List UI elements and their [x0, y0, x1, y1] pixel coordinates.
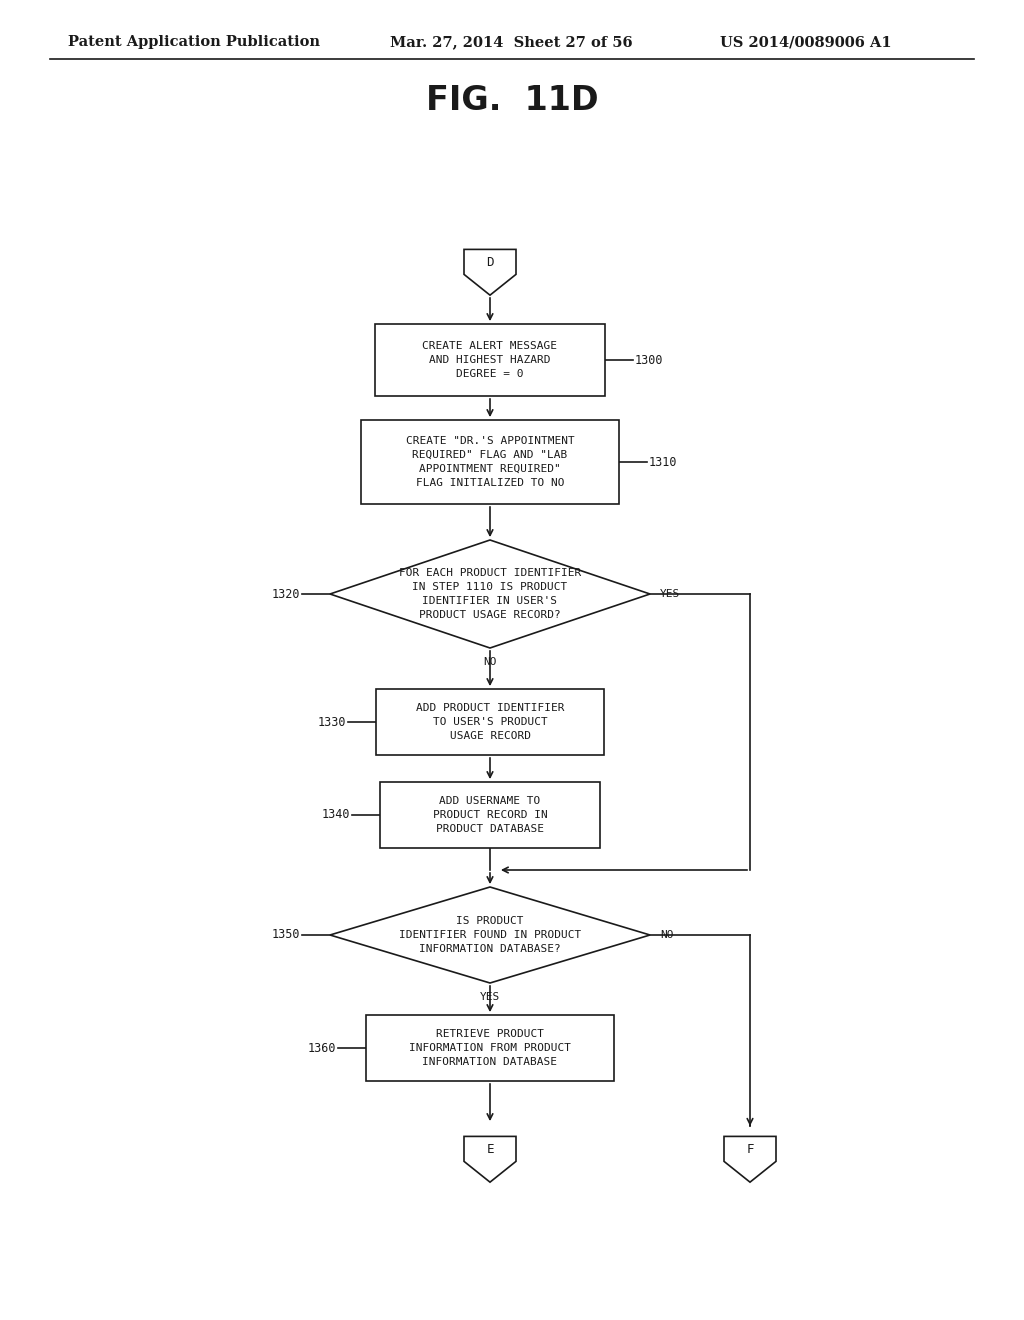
Text: ADD PRODUCT IDENTIFIER
TO USER'S PRODUCT
USAGE RECORD: ADD PRODUCT IDENTIFIER TO USER'S PRODUCT…	[416, 704, 564, 741]
Polygon shape	[464, 1137, 516, 1183]
Text: ADD USERNAME TO
PRODUCT RECORD IN
PRODUCT DATABASE: ADD USERNAME TO PRODUCT RECORD IN PRODUC…	[432, 796, 548, 834]
Text: 1360: 1360	[307, 1041, 336, 1055]
Text: US 2014/0089006 A1: US 2014/0089006 A1	[720, 36, 892, 49]
Text: NO: NO	[483, 657, 497, 667]
Polygon shape	[330, 887, 650, 983]
Text: 1350: 1350	[271, 928, 300, 941]
Text: RETRIEVE PRODUCT
INFORMATION FROM PRODUCT
INFORMATION DATABASE: RETRIEVE PRODUCT INFORMATION FROM PRODUC…	[409, 1030, 571, 1067]
Text: FIG.  11D: FIG. 11D	[426, 83, 598, 116]
Text: Patent Application Publication: Patent Application Publication	[68, 36, 319, 49]
Text: 1300: 1300	[635, 354, 664, 367]
FancyBboxPatch shape	[366, 1015, 614, 1081]
Text: 1310: 1310	[649, 455, 678, 469]
Text: F: F	[746, 1143, 754, 1156]
Text: IS PRODUCT
IDENTIFIER FOUND IN PRODUCT
INFORMATION DATABASE?: IS PRODUCT IDENTIFIER FOUND IN PRODUCT I…	[399, 916, 582, 954]
Polygon shape	[464, 249, 516, 296]
Text: 1320: 1320	[271, 587, 300, 601]
Text: NO: NO	[660, 931, 674, 940]
Text: D: D	[486, 256, 494, 269]
Text: CREATE ALERT MESSAGE
AND HIGHEST HAZARD
DEGREE = 0: CREATE ALERT MESSAGE AND HIGHEST HAZARD …	[423, 341, 557, 379]
Polygon shape	[330, 540, 650, 648]
Text: E: E	[486, 1143, 494, 1156]
FancyBboxPatch shape	[375, 323, 605, 396]
Text: YES: YES	[660, 589, 680, 599]
Text: CREATE "DR.'S APPOINTMENT
REQUIRED" FLAG AND "LAB
APPOINTMENT REQUIRED"
FLAG INI: CREATE "DR.'S APPOINTMENT REQUIRED" FLAG…	[406, 436, 574, 488]
Text: YES: YES	[480, 993, 500, 1002]
FancyBboxPatch shape	[361, 420, 618, 504]
Text: 1340: 1340	[322, 808, 350, 821]
Text: Mar. 27, 2014  Sheet 27 of 56: Mar. 27, 2014 Sheet 27 of 56	[390, 36, 633, 49]
FancyBboxPatch shape	[380, 781, 600, 847]
Text: 1330: 1330	[317, 715, 346, 729]
Polygon shape	[724, 1137, 776, 1183]
Text: FOR EACH PRODUCT IDENTIFIER
IN STEP 1110 IS PRODUCT
IDENTIFIER IN USER'S
PRODUCT: FOR EACH PRODUCT IDENTIFIER IN STEP 1110…	[399, 568, 582, 620]
FancyBboxPatch shape	[376, 689, 604, 755]
